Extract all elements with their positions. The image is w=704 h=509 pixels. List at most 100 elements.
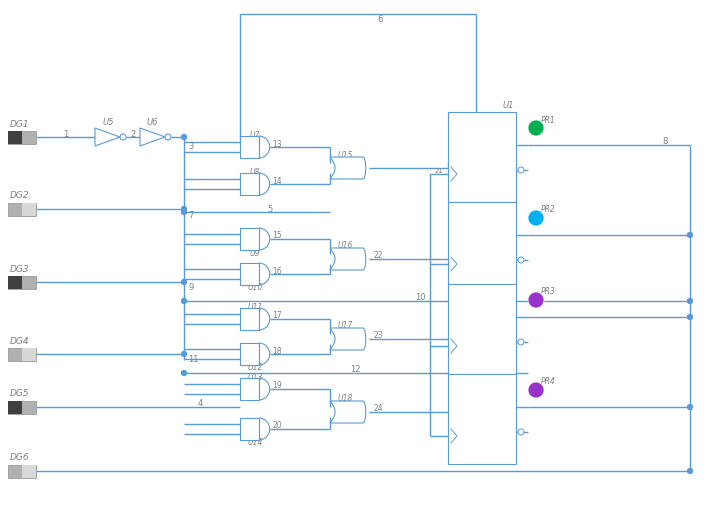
Text: U9: U9 — [250, 248, 260, 257]
Text: CLK: CLK — [453, 336, 465, 342]
Text: SET: SET — [453, 121, 465, 126]
Circle shape — [518, 167, 524, 174]
Polygon shape — [95, 129, 120, 147]
Bar — [8, 348, 36, 361]
Text: 13: 13 — [272, 139, 282, 148]
Bar — [22, 203, 36, 216]
Text: U13: U13 — [247, 372, 263, 381]
Text: D: D — [453, 401, 459, 410]
Text: CLK: CLK — [453, 165, 465, 169]
Text: DG3: DG3 — [10, 264, 30, 273]
Text: 21: 21 — [434, 167, 443, 174]
Bar — [8, 131, 36, 144]
Text: 12: 12 — [350, 365, 360, 374]
Polygon shape — [140, 129, 165, 147]
Text: 16: 16 — [272, 266, 282, 275]
Text: U3: U3 — [503, 272, 514, 281]
Bar — [8, 465, 36, 477]
Text: U11: U11 — [247, 302, 263, 311]
Text: 0/1: 0/1 — [532, 126, 540, 131]
Circle shape — [688, 405, 693, 410]
Text: DG6: DG6 — [10, 453, 30, 462]
Circle shape — [518, 340, 524, 345]
Text: U8: U8 — [250, 167, 260, 176]
Text: 22: 22 — [373, 251, 382, 260]
Circle shape — [528, 121, 544, 137]
Text: Q: Q — [505, 401, 511, 410]
Circle shape — [182, 210, 187, 215]
Bar — [22, 348, 36, 361]
Text: 0/1: 0/1 — [532, 216, 540, 221]
Text: 24: 24 — [373, 404, 383, 413]
Text: PR2: PR2 — [541, 205, 555, 214]
Bar — [8, 276, 22, 289]
Bar — [8, 203, 36, 216]
Circle shape — [182, 135, 187, 140]
Text: 20: 20 — [272, 420, 282, 430]
Text: U12: U12 — [247, 363, 263, 372]
Text: 1: 1 — [13, 133, 18, 142]
Text: RESET: RESET — [453, 444, 473, 449]
Text: SET: SET — [453, 211, 465, 216]
Text: 4: 4 — [197, 399, 203, 408]
Bar — [448, 374, 516, 464]
Bar — [8, 131, 22, 144]
Text: SET: SET — [453, 293, 465, 297]
Circle shape — [688, 315, 693, 320]
Circle shape — [528, 382, 544, 398]
Text: RESET: RESET — [453, 354, 473, 359]
Text: –Q: –Q — [502, 254, 511, 261]
Circle shape — [165, 135, 171, 140]
Text: U10: U10 — [247, 283, 263, 292]
Text: 9: 9 — [188, 283, 194, 292]
Text: DG5: DG5 — [10, 389, 30, 398]
Bar — [240, 229, 258, 250]
Text: 0: 0 — [26, 350, 32, 359]
Text: 6: 6 — [377, 14, 383, 23]
Text: 2: 2 — [130, 129, 136, 138]
Text: U6: U6 — [146, 117, 158, 126]
Text: 7: 7 — [188, 210, 194, 219]
Polygon shape — [330, 248, 366, 270]
Text: 3: 3 — [188, 141, 194, 150]
Text: CLK: CLK — [453, 426, 465, 431]
Text: 0: 0 — [26, 205, 32, 214]
Circle shape — [518, 429, 524, 435]
Bar — [8, 401, 36, 414]
Text: U5: U5 — [102, 117, 114, 126]
Bar — [240, 308, 258, 330]
Text: 1: 1 — [63, 129, 68, 138]
Bar — [240, 378, 258, 400]
Text: U1: U1 — [503, 101, 514, 110]
Bar — [240, 137, 258, 159]
Circle shape — [688, 469, 693, 473]
Text: DG4: DG4 — [10, 336, 30, 345]
Text: 10: 10 — [415, 293, 425, 302]
Text: DG1: DG1 — [10, 119, 30, 128]
Text: 15: 15 — [272, 231, 282, 240]
Bar — [8, 276, 36, 289]
Text: –Q: –Q — [502, 165, 511, 171]
Text: 0: 0 — [26, 467, 32, 475]
Text: CLK: CLK — [453, 254, 465, 260]
Circle shape — [688, 233, 693, 238]
Text: 5: 5 — [268, 204, 272, 213]
Bar — [448, 285, 516, 374]
Text: 14: 14 — [272, 176, 282, 185]
Bar — [240, 418, 258, 440]
Text: –Q: –Q — [502, 426, 511, 432]
Text: U4: U4 — [503, 362, 514, 371]
Text: D: D — [453, 140, 459, 149]
Text: Q: Q — [505, 312, 511, 320]
Text: PR3: PR3 — [541, 287, 555, 296]
Text: U16: U16 — [337, 241, 353, 250]
Text: –Q: –Q — [502, 336, 511, 343]
Text: 19: 19 — [272, 381, 282, 390]
Text: DG2: DG2 — [10, 191, 30, 200]
Text: U7: U7 — [250, 130, 260, 139]
Bar — [240, 344, 258, 365]
Text: Q: Q — [505, 140, 511, 149]
Text: 1: 1 — [13, 278, 18, 287]
Circle shape — [688, 299, 693, 304]
Circle shape — [528, 293, 544, 308]
